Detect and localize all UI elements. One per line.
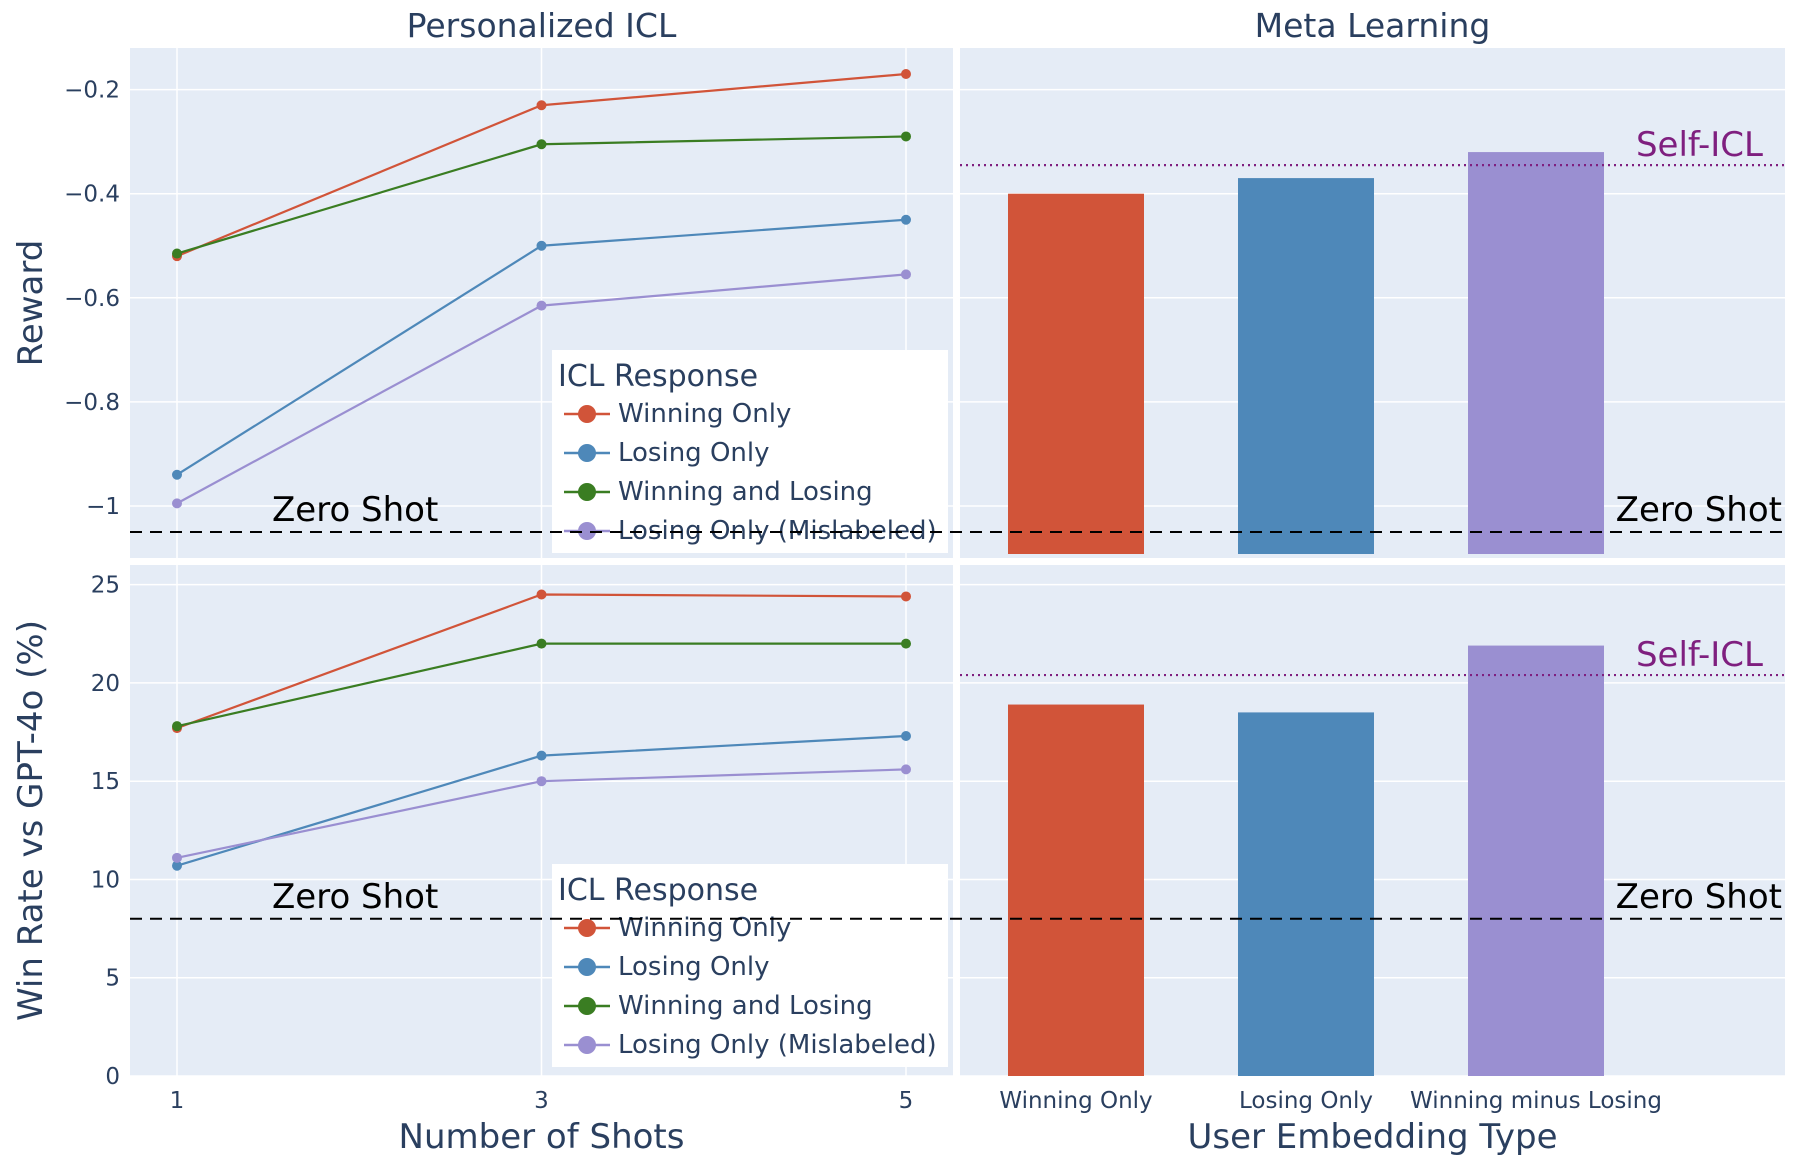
- legend-title: ICL Response: [558, 359, 758, 394]
- zero-shot-label: Zero Shot: [1616, 877, 1782, 917]
- bar: [1008, 704, 1144, 1076]
- panel-top-left: −1 −0.8 −0.6 −0.4 −0.2 Personalized ICL Reward: [11, 6, 953, 558]
- y-tick-label: 20: [91, 671, 120, 697]
- data-point: [901, 730, 911, 741]
- x-tick-label: 3: [534, 1088, 549, 1114]
- y-tick-label: 5: [105, 966, 120, 992]
- legend-swatch-marker: [578, 919, 596, 937]
- x-category-label: Losing Only: [1239, 1088, 1373, 1114]
- bar: [1238, 178, 1374, 554]
- data-point: [172, 852, 182, 863]
- self-icl-label: Self-ICL: [1636, 125, 1763, 165]
- data-point: [536, 100, 547, 111]
- data-point: [901, 764, 911, 775]
- self-icl-label: Self-ICL: [1636, 635, 1763, 675]
- data-point: [172, 860, 182, 871]
- x-category-label: Winning Only: [999, 1088, 1152, 1114]
- legend-box: [552, 864, 948, 1067]
- y-tick-label: −0.4: [64, 182, 120, 208]
- data-point: [536, 638, 547, 649]
- x-category-label: Winning minus Losing: [1410, 1088, 1662, 1114]
- panel-top-right: Meta Learning Self-ICL: [960, 6, 1785, 558]
- bar: [1008, 193, 1144, 554]
- legend: ICL Response Winning Only Losing Only Winni…: [552, 864, 948, 1067]
- legend-swatch-marker: [578, 1036, 596, 1054]
- legend-swatch-marker: [578, 444, 596, 462]
- data-point: [901, 69, 911, 80]
- data-point: [172, 248, 182, 259]
- data-point: [172, 721, 182, 732]
- data-point: [536, 750, 547, 761]
- x-tick-label: 1: [170, 1088, 185, 1114]
- y-tick-label: −1: [86, 494, 120, 520]
- data-point: [901, 269, 911, 280]
- bar: [1468, 152, 1604, 554]
- legend-entry: Losing Only (Mislabeled): [618, 1030, 937, 1060]
- y-tick-label: 10: [91, 867, 120, 893]
- data-point: [536, 240, 547, 251]
- y-tick-label: 15: [91, 769, 120, 795]
- legend: ICL Response Winning Only Losing Only Winni…: [552, 350, 948, 553]
- data-point: [901, 131, 911, 142]
- legend-entry: Losing Only: [618, 438, 770, 468]
- data-point: [901, 591, 911, 602]
- legend-swatch-marker: [578, 958, 596, 976]
- legend-title: ICL Response: [558, 873, 758, 908]
- panel-bottom-right: Winning Only Losing Only Winning minus Los…: [960, 565, 1785, 1157]
- data-point: [536, 300, 547, 311]
- x-axis-label: Number of Shots: [399, 1117, 685, 1157]
- data-point: [536, 139, 547, 150]
- x-axis-label: User Embedding Type: [1187, 1117, 1557, 1157]
- data-point: [901, 638, 911, 649]
- y-axis-label: Reward: [11, 240, 51, 367]
- y-tick-label: −0.2: [64, 78, 120, 104]
- legend-swatch-marker: [578, 483, 596, 501]
- legend-swatch-marker: [578, 522, 596, 540]
- legend-entry: Winning and Losing: [618, 991, 873, 1021]
- subplot-title: Personalized ICL: [407, 6, 677, 45]
- legend-entry: Winning Only: [618, 399, 791, 429]
- y-tick-label: −0.8: [64, 390, 120, 416]
- zero-shot-label: Zero Shot: [272, 877, 438, 917]
- legend-entry: Winning and Losing: [618, 477, 873, 507]
- panel-bottom-left: 0 5 10 15 20 25 1 3 5 Win Rate vs GPT-4o (%) Numbe…: [11, 565, 953, 1157]
- data-point: [536, 589, 547, 600]
- zero-shot-label: Zero Shot: [272, 490, 438, 530]
- legend-entry: Winning Only: [618, 913, 791, 943]
- legend-entry: Losing Only: [618, 952, 770, 982]
- bar: [1238, 712, 1374, 1076]
- legend-swatch-marker: [578, 405, 596, 423]
- data-point: [536, 776, 547, 787]
- subplot-title: Meta Learning: [1255, 6, 1491, 45]
- data-point: [172, 498, 182, 509]
- x-tick-label: 5: [899, 1088, 914, 1114]
- zero-shot-label: Zero Shot: [1616, 490, 1782, 530]
- y-tick-label: 0: [105, 1064, 120, 1090]
- data-point: [901, 214, 911, 225]
- y-axis-label: Win Rate vs GPT-4o (%): [11, 620, 51, 1021]
- y-tick-label: −0.6: [64, 286, 120, 312]
- y-tick-label: 25: [91, 573, 120, 599]
- data-point: [172, 469, 182, 480]
- legend-swatch-marker: [578, 997, 596, 1015]
- legend-box: [552, 350, 948, 553]
- bar: [1468, 645, 1604, 1076]
